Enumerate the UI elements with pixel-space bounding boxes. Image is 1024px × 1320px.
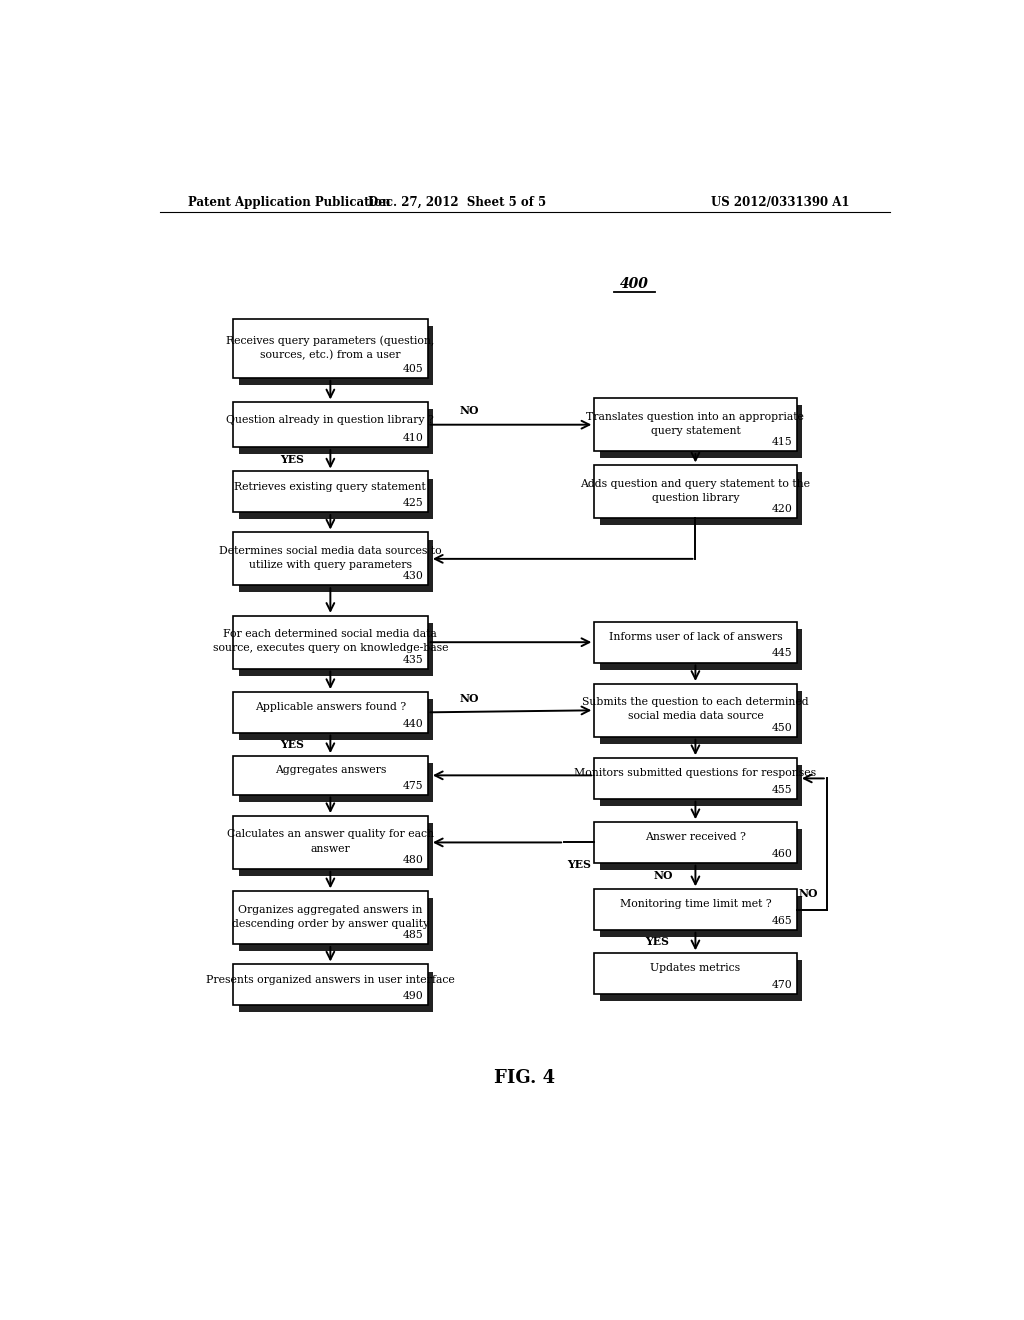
Text: Informs user of lack of answers: Informs user of lack of answers <box>608 632 782 642</box>
Text: 420: 420 <box>772 504 793 515</box>
FancyBboxPatch shape <box>600 473 802 525</box>
Text: answer: answer <box>310 843 350 854</box>
Text: Presents organized answers in user interface: Presents organized answers in user inter… <box>206 974 455 985</box>
Text: 455: 455 <box>772 784 793 795</box>
FancyBboxPatch shape <box>600 829 802 870</box>
FancyBboxPatch shape <box>233 891 428 944</box>
Text: NO: NO <box>654 870 674 882</box>
FancyBboxPatch shape <box>233 692 428 733</box>
Text: 430: 430 <box>402 572 424 581</box>
Text: 425: 425 <box>402 498 424 508</box>
Text: sources, etc.) from a user: sources, etc.) from a user <box>260 350 400 360</box>
Text: NO: NO <box>799 888 818 899</box>
Text: Question already in question library ?: Question already in question library ? <box>226 414 434 425</box>
Text: FIG. 4: FIG. 4 <box>495 1069 555 1088</box>
FancyBboxPatch shape <box>239 409 433 454</box>
Text: 400: 400 <box>620 276 649 290</box>
Text: Organizes aggregated answers in: Organizes aggregated answers in <box>239 904 423 915</box>
Text: 480: 480 <box>402 855 424 865</box>
Text: 415: 415 <box>772 437 793 447</box>
FancyBboxPatch shape <box>600 766 802 805</box>
Text: NO: NO <box>460 693 479 704</box>
Text: 405: 405 <box>402 364 424 374</box>
FancyBboxPatch shape <box>233 965 428 1005</box>
Text: Calculates an answer quality for each: Calculates an answer quality for each <box>227 829 434 840</box>
FancyBboxPatch shape <box>233 532 428 585</box>
FancyBboxPatch shape <box>233 471 428 512</box>
FancyBboxPatch shape <box>594 953 797 994</box>
FancyBboxPatch shape <box>239 899 433 952</box>
FancyBboxPatch shape <box>233 615 428 669</box>
Text: Dec. 27, 2012  Sheet 5 of 5: Dec. 27, 2012 Sheet 5 of 5 <box>369 195 547 209</box>
Text: Monitoring time limit met ?: Monitoring time limit met ? <box>620 899 771 909</box>
FancyBboxPatch shape <box>239 763 433 801</box>
FancyBboxPatch shape <box>239 479 433 519</box>
FancyBboxPatch shape <box>594 890 797 929</box>
Text: 450: 450 <box>772 722 793 733</box>
FancyBboxPatch shape <box>594 684 797 737</box>
Text: 490: 490 <box>402 991 424 1001</box>
Text: 465: 465 <box>772 916 793 925</box>
FancyBboxPatch shape <box>239 326 433 385</box>
Text: Aggregates answers: Aggregates answers <box>274 766 386 775</box>
FancyBboxPatch shape <box>233 816 428 869</box>
Text: YES: YES <box>567 859 591 870</box>
Text: descending order by answer quality: descending order by answer quality <box>231 919 429 929</box>
FancyBboxPatch shape <box>239 824 433 876</box>
Text: 485: 485 <box>402 931 424 940</box>
Text: 460: 460 <box>772 849 793 859</box>
Text: 410: 410 <box>402 433 424 444</box>
Text: Determines social media data sources to: Determines social media data sources to <box>219 545 441 556</box>
Text: social media data source: social media data source <box>628 711 763 722</box>
Text: Retrieves existing query statement: Retrieves existing query statement <box>234 482 426 491</box>
Text: 475: 475 <box>403 780 424 791</box>
FancyBboxPatch shape <box>594 822 797 863</box>
FancyBboxPatch shape <box>600 405 802 458</box>
Text: Answer received ?: Answer received ? <box>645 833 745 842</box>
Text: Updates metrics: Updates metrics <box>650 964 740 973</box>
Text: source, executes query on knowledge-base: source, executes query on knowledge-base <box>213 643 449 653</box>
Text: YES: YES <box>281 739 304 750</box>
Text: 470: 470 <box>772 979 793 990</box>
Text: YES: YES <box>281 454 304 465</box>
FancyBboxPatch shape <box>600 896 802 937</box>
Text: NO: NO <box>460 405 479 416</box>
Text: Adds question and query statement to the: Adds question and query statement to the <box>581 479 810 488</box>
Text: 445: 445 <box>772 648 793 659</box>
FancyBboxPatch shape <box>239 972 433 1012</box>
FancyBboxPatch shape <box>594 399 797 451</box>
Text: 435: 435 <box>402 655 424 664</box>
FancyBboxPatch shape <box>239 540 433 593</box>
Text: US 2012/0331390 A1: US 2012/0331390 A1 <box>712 195 850 209</box>
FancyBboxPatch shape <box>600 690 802 744</box>
Text: query statement: query statement <box>650 426 740 436</box>
FancyBboxPatch shape <box>233 319 428 378</box>
FancyBboxPatch shape <box>594 622 797 663</box>
FancyBboxPatch shape <box>233 756 428 795</box>
Text: Monitors submitted questions for responses: Monitors submitted questions for respons… <box>574 768 816 779</box>
FancyBboxPatch shape <box>239 623 433 676</box>
FancyBboxPatch shape <box>594 758 797 799</box>
Text: question library: question library <box>651 492 739 503</box>
Text: Patent Application Publication: Patent Application Publication <box>187 195 390 209</box>
Text: 440: 440 <box>402 718 424 729</box>
Text: YES: YES <box>645 936 670 946</box>
FancyBboxPatch shape <box>600 961 802 1001</box>
Text: Applicable answers found ?: Applicable answers found ? <box>255 702 406 713</box>
FancyBboxPatch shape <box>233 403 428 447</box>
Text: For each determined social media data: For each determined social media data <box>223 630 437 639</box>
Text: utilize with query parameters: utilize with query parameters <box>249 560 412 570</box>
Text: Receives query parameters (question,: Receives query parameters (question, <box>226 335 434 346</box>
Text: Translates question into an appropriate: Translates question into an appropriate <box>587 412 805 421</box>
Text: Submits the question to each determined: Submits the question to each determined <box>582 697 809 708</box>
FancyBboxPatch shape <box>594 466 797 519</box>
FancyBboxPatch shape <box>600 630 802 669</box>
FancyBboxPatch shape <box>239 700 433 739</box>
